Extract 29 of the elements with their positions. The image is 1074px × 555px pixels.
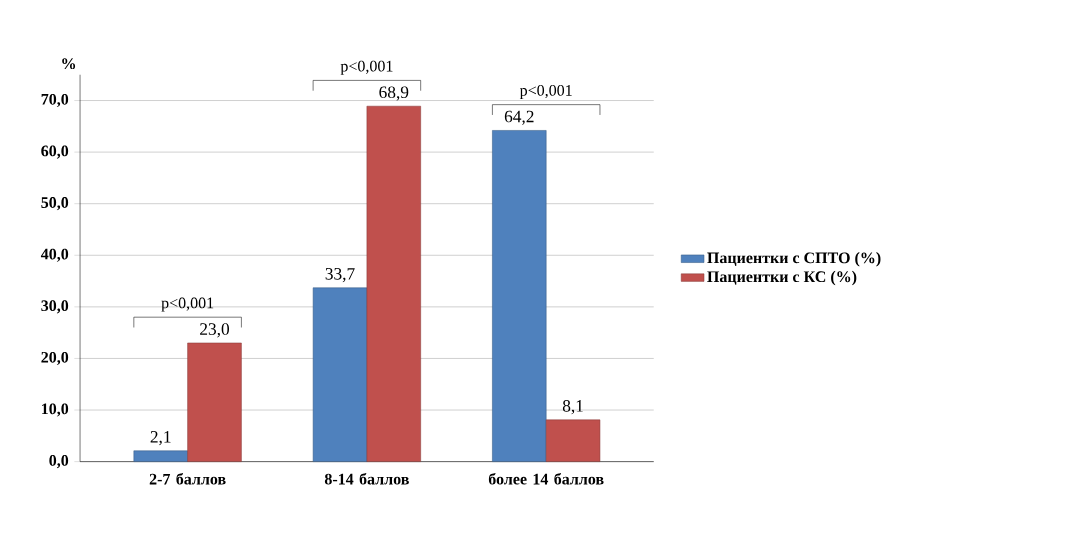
- annotation: p<0,001: [161, 297, 214, 312]
- bar: [492, 130, 547, 462]
- y-tick-label: 10,0: [42, 403, 69, 417]
- legend-label: Пациентки с КС (%): [707, 270, 857, 286]
- data-label: 64,2: [504, 110, 534, 125]
- legend-label: Пациентки с СПТО (%): [707, 251, 881, 267]
- bar: [312, 287, 368, 462]
- bar: [366, 105, 421, 462]
- data-label: 68,9: [379, 86, 409, 101]
- bar: [545, 419, 601, 462]
- y-tick-label: 50,0: [41, 197, 69, 211]
- y-tick-label: 40,0: [40, 248, 69, 262]
- annotation: p<0,001: [519, 84, 572, 100]
- x-tick-label: 2-7 баллов: [149, 472, 226, 485]
- y-tick-label: 30,0: [41, 300, 69, 314]
- data-label: 23,0: [200, 323, 230, 338]
- bar: [187, 342, 242, 462]
- y-tick-label: 60,0: [41, 145, 69, 159]
- data-label: 8,1: [562, 400, 583, 415]
- y-tick-label: 70,0: [41, 93, 69, 108]
- y-tick-label: 20,0: [41, 351, 69, 365]
- x-tick-label: 8-14 баллов: [324, 472, 409, 485]
- y-axis-title: %: [62, 58, 76, 70]
- y-tick-label: 0,0: [49, 455, 69, 469]
- bar: [133, 450, 188, 462]
- data-label: 2,1: [150, 431, 171, 446]
- x-tick-label: более 14 баллов: [488, 472, 604, 485]
- annotation: p<0,001: [340, 60, 393, 75]
- data-label: 33,7: [325, 268, 355, 283]
